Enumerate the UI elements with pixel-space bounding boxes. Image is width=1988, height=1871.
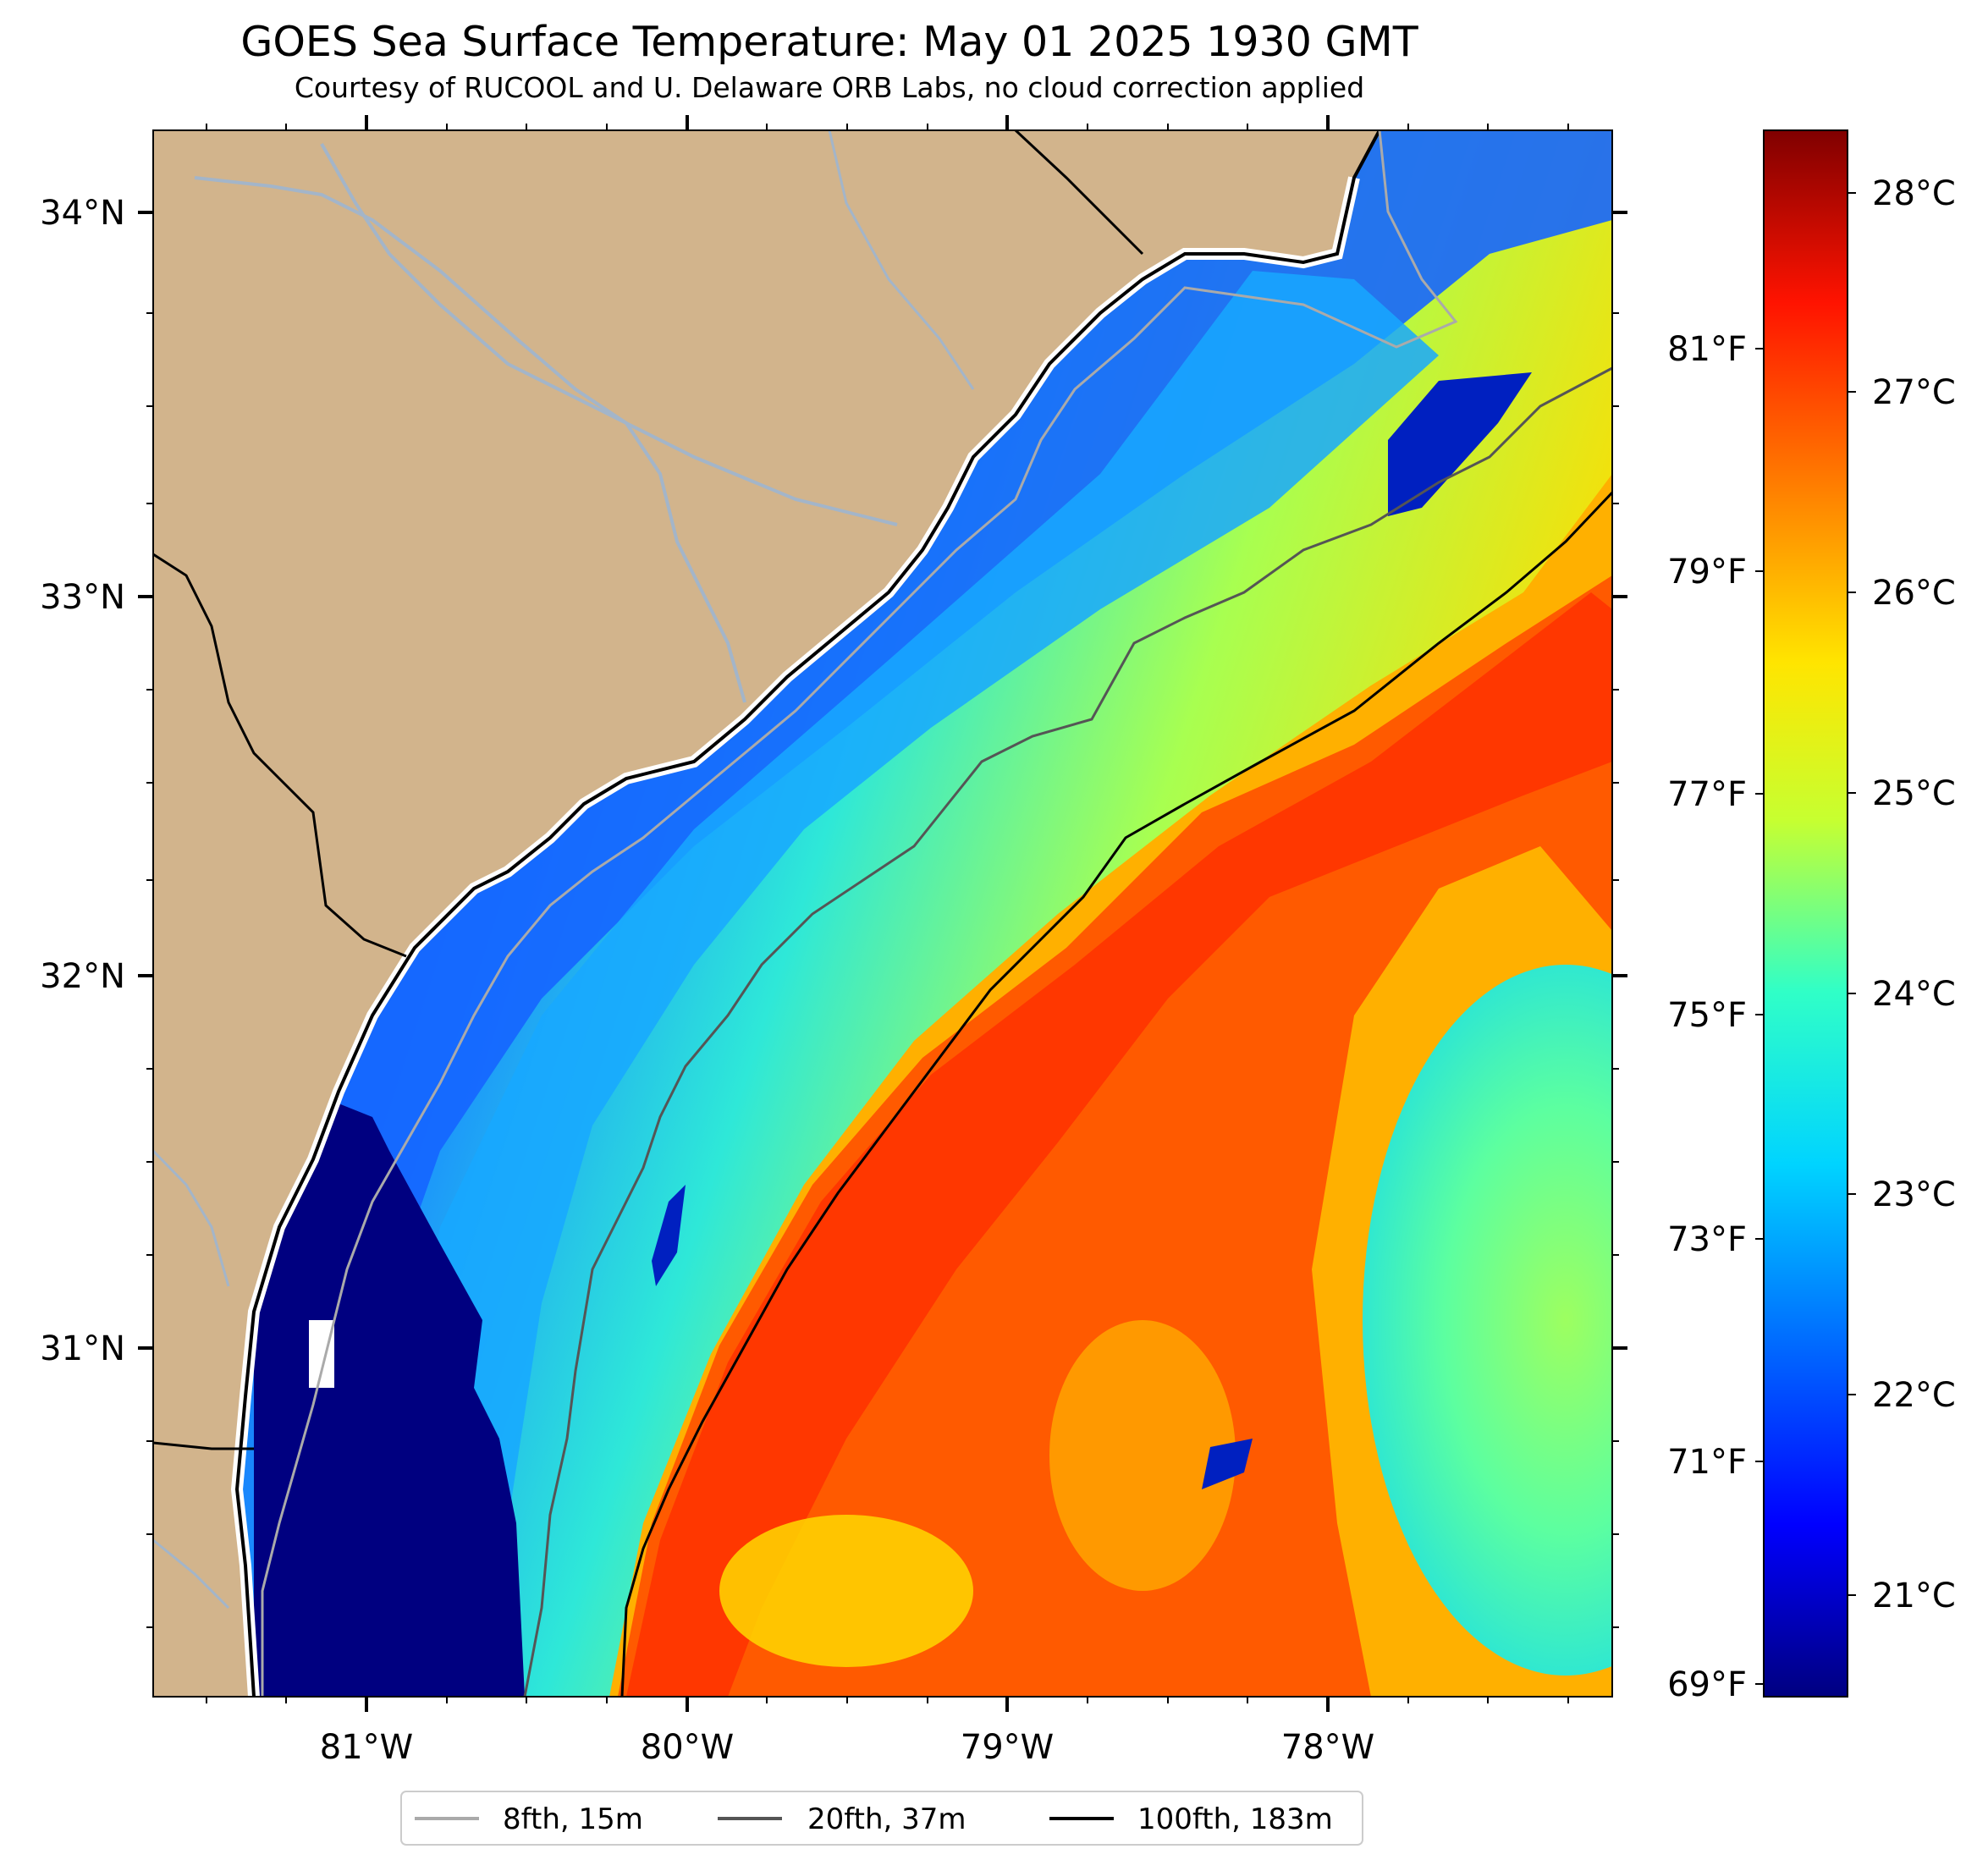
lon-label: 79°W xyxy=(961,1728,1054,1767)
river xyxy=(320,143,898,526)
lat-tick-marks xyxy=(138,211,1627,1350)
celsius-label: 27°C xyxy=(1872,373,1956,412)
river xyxy=(828,130,975,390)
celsius-ticks xyxy=(1848,192,1856,1596)
celsius-label: 26°C xyxy=(1872,574,1956,613)
lat-label: 33°N xyxy=(40,578,125,617)
fahrenheit-label: 79°F xyxy=(1667,553,1747,592)
fahrenheit-label: 81°F xyxy=(1667,330,1747,369)
lon-label: 80°W xyxy=(641,1728,734,1767)
state-border xyxy=(153,1441,254,1450)
fahrenheit-label: 69°F xyxy=(1667,1665,1747,1704)
fahrenheit-ticks xyxy=(1755,348,1764,1685)
isobath-20fth xyxy=(523,366,1612,1697)
warm-patch xyxy=(1049,1320,1236,1591)
lat-label: 34°N xyxy=(40,194,125,233)
lon-label: 78°W xyxy=(1281,1728,1374,1767)
fahrenheit-label: 77°F xyxy=(1667,775,1747,814)
coastline xyxy=(234,130,1381,1697)
legend-label: 8fth, 15m xyxy=(503,1802,643,1836)
legend-label: 20fth, 37m xyxy=(807,1802,966,1836)
cold-filament xyxy=(652,1185,686,1286)
map-frame xyxy=(152,129,1613,1698)
state-border xyxy=(1014,130,1144,256)
fahrenheit-label: 73°F xyxy=(1667,1220,1747,1259)
cold-filament xyxy=(1388,372,1532,516)
fahrenheit-label: 75°F xyxy=(1667,996,1747,1035)
cold-nearshore-water xyxy=(254,1100,525,1697)
warm-patch xyxy=(719,1515,973,1667)
legend: 8fth, 15m 20fth, 37m 100fth, 183m xyxy=(400,1791,1363,1846)
legend-box xyxy=(400,1791,1363,1846)
isobath-8fth xyxy=(261,130,1458,1697)
celsius-label: 25°C xyxy=(1872,774,1956,813)
isobath-100fth xyxy=(620,491,1612,1697)
river xyxy=(194,176,746,703)
celsius-label: 23°C xyxy=(1872,1175,1956,1214)
map-area xyxy=(153,130,1612,1697)
state-border xyxy=(153,553,407,958)
lat-label: 32°N xyxy=(40,957,125,996)
lon-minor-ticks xyxy=(206,124,1569,1703)
celsius-label: 21°C xyxy=(1872,1577,1956,1615)
river xyxy=(153,1538,230,1610)
lat-minor-ticks xyxy=(146,312,1619,1628)
celsius-label: 28°C xyxy=(1872,174,1956,213)
lon-label: 81°W xyxy=(320,1728,413,1767)
celsius-label: 24°C xyxy=(1872,975,1956,1014)
celsius-label: 22°C xyxy=(1872,1376,1956,1415)
map-subtitle: Courtesy of RUCOOL and U. Delaware ORB L… xyxy=(294,71,1365,104)
map-title: GOES Sea Surface Temperature: May 01 202… xyxy=(240,18,1418,66)
legend-label: 100fth, 183m xyxy=(1137,1802,1333,1836)
eastern-eddy xyxy=(1363,965,1612,1676)
lon-tick-marks xyxy=(365,115,1330,1712)
colorbar xyxy=(1763,129,1848,1698)
land xyxy=(153,130,1379,1697)
lat-label: 31°N xyxy=(40,1329,125,1368)
fahrenheit-label: 71°F xyxy=(1667,1443,1747,1482)
cold-filament xyxy=(1202,1439,1253,1489)
river xyxy=(153,1149,230,1287)
cloud-gap xyxy=(309,1320,334,1388)
